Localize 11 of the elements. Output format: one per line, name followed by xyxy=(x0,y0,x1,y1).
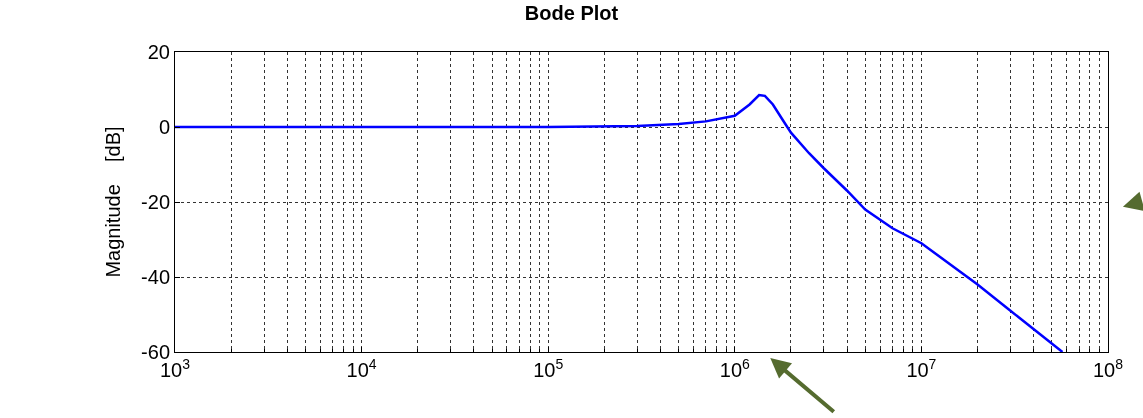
x-tick-label: 10$^{4}$ xyxy=(346,355,377,381)
y-tick-label: 0 xyxy=(158,116,170,138)
y-tick-label: -40 xyxy=(141,266,170,288)
x-tick-label: 10$^{6}$ xyxy=(719,355,751,381)
x-tick-label: 10$^{7}$ xyxy=(906,355,937,381)
y-axis-title: Magnitude [dB] xyxy=(101,126,124,278)
chart-title: Bode Plot xyxy=(524,2,619,25)
x-tick-label: 10$^{8}$ xyxy=(1092,355,1124,381)
y-tick-label: -20 xyxy=(141,191,170,213)
x-tick-label: 10$^{5}$ xyxy=(533,355,564,381)
y-tick-label: 20 xyxy=(147,41,170,63)
